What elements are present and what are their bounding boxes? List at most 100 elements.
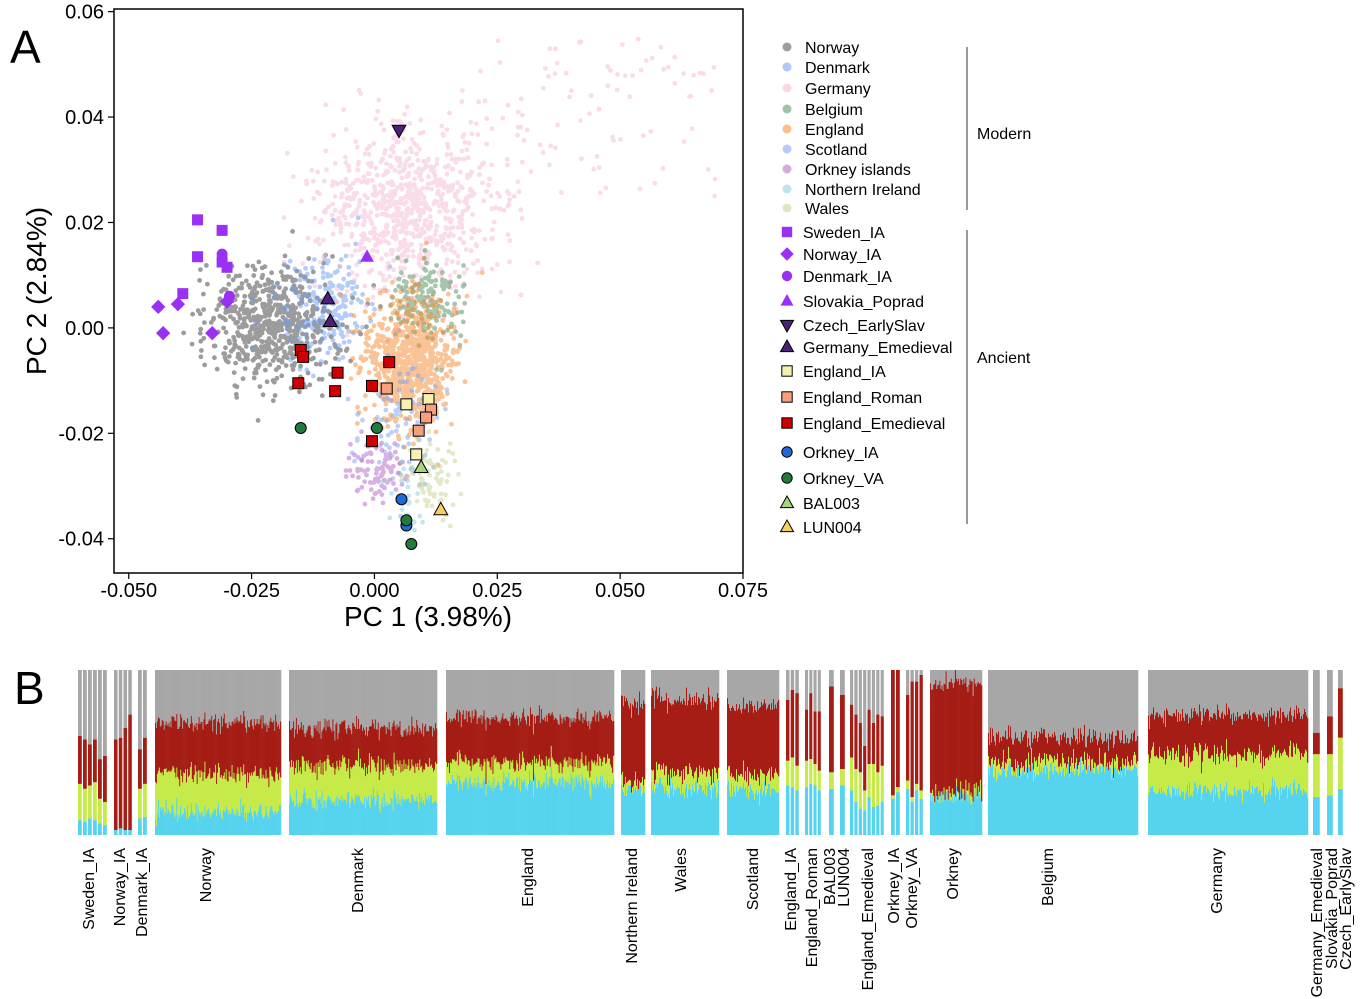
admix-segment	[252, 670, 255, 730]
point	[425, 294, 431, 300]
point	[297, 284, 303, 289]
point	[459, 212, 465, 218]
point	[521, 138, 527, 143]
point	[259, 338, 264, 344]
admix-segment	[181, 717, 183, 776]
point	[401, 387, 407, 393]
admix-segment	[277, 670, 279, 727]
point	[392, 333, 398, 339]
admix-segment	[249, 727, 251, 773]
admix-segment	[258, 807, 260, 835]
admix-segment	[123, 670, 128, 728]
point	[353, 328, 359, 334]
admix-segment	[264, 670, 266, 726]
point	[290, 367, 296, 372]
point	[399, 175, 405, 181]
admix-group-northern-ireland	[621, 670, 646, 835]
admix-segment	[249, 812, 251, 835]
marker-point	[331, 366, 344, 379]
admix-segment	[114, 739, 118, 831]
point	[355, 436, 360, 441]
point	[387, 477, 392, 483]
point	[555, 122, 560, 128]
admix-segment	[251, 816, 254, 835]
point	[368, 354, 374, 360]
point	[505, 232, 511, 238]
point	[481, 160, 487, 166]
point	[395, 139, 401, 145]
admix-group-norway	[155, 670, 282, 835]
point	[439, 305, 445, 310]
point	[370, 294, 376, 300]
point	[434, 242, 439, 248]
admix-segment	[167, 808, 169, 835]
admix-segment	[230, 776, 232, 814]
marker-point	[320, 290, 336, 305]
point	[241, 358, 247, 363]
point	[362, 309, 368, 315]
point	[563, 70, 569, 76]
legend-label: Scotland	[805, 142, 867, 159]
point	[279, 373, 285, 379]
point	[442, 283, 448, 289]
point	[462, 140, 468, 145]
point	[415, 157, 421, 163]
point	[429, 235, 434, 241]
admix-segment	[274, 730, 276, 782]
admix-segment	[244, 774, 246, 819]
point	[329, 290, 335, 296]
point	[456, 294, 462, 300]
admix-segment	[256, 816, 259, 835]
x-tick-label: -0.050	[100, 580, 157, 602]
point	[403, 347, 409, 352]
point	[672, 81, 678, 86]
point	[495, 38, 501, 44]
marker-point	[405, 538, 418, 551]
point	[284, 332, 290, 338]
point	[344, 288, 350, 294]
point	[423, 237, 429, 243]
point	[376, 97, 382, 103]
point	[331, 328, 336, 334]
point	[439, 274, 444, 279]
point	[356, 475, 361, 480]
admix-segment	[128, 670, 132, 715]
admix-segment	[275, 811, 277, 835]
point	[477, 294, 482, 299]
point	[382, 316, 387, 321]
point	[459, 185, 465, 191]
admix-segment	[176, 767, 178, 798]
point	[346, 265, 352, 270]
admix-segment	[266, 778, 268, 813]
admix-segment	[187, 670, 190, 727]
point	[429, 186, 434, 192]
point	[515, 109, 521, 115]
point	[252, 320, 258, 326]
point	[433, 475, 439, 481]
point	[343, 126, 349, 132]
admix-segment	[207, 809, 209, 835]
marker-point	[413, 459, 429, 474]
series-norway_ia	[151, 294, 235, 341]
ancient-markers	[151, 124, 449, 551]
point	[250, 296, 256, 302]
point	[221, 351, 227, 356]
point	[441, 185, 447, 190]
point	[374, 249, 380, 255]
point	[407, 274, 413, 279]
admix-segment	[218, 670, 220, 720]
point	[355, 161, 361, 167]
point	[415, 373, 421, 379]
admix-segment	[273, 720, 275, 781]
point	[309, 167, 315, 173]
point	[326, 204, 332, 210]
admix-segment	[297, 806, 300, 835]
point	[375, 414, 380, 420]
admix-segment	[178, 814, 180, 835]
admix-segment	[211, 778, 213, 814]
admix-segment	[264, 778, 266, 816]
point	[434, 415, 440, 420]
point	[515, 132, 520, 138]
admix-segment	[171, 804, 173, 835]
point	[450, 451, 456, 456]
